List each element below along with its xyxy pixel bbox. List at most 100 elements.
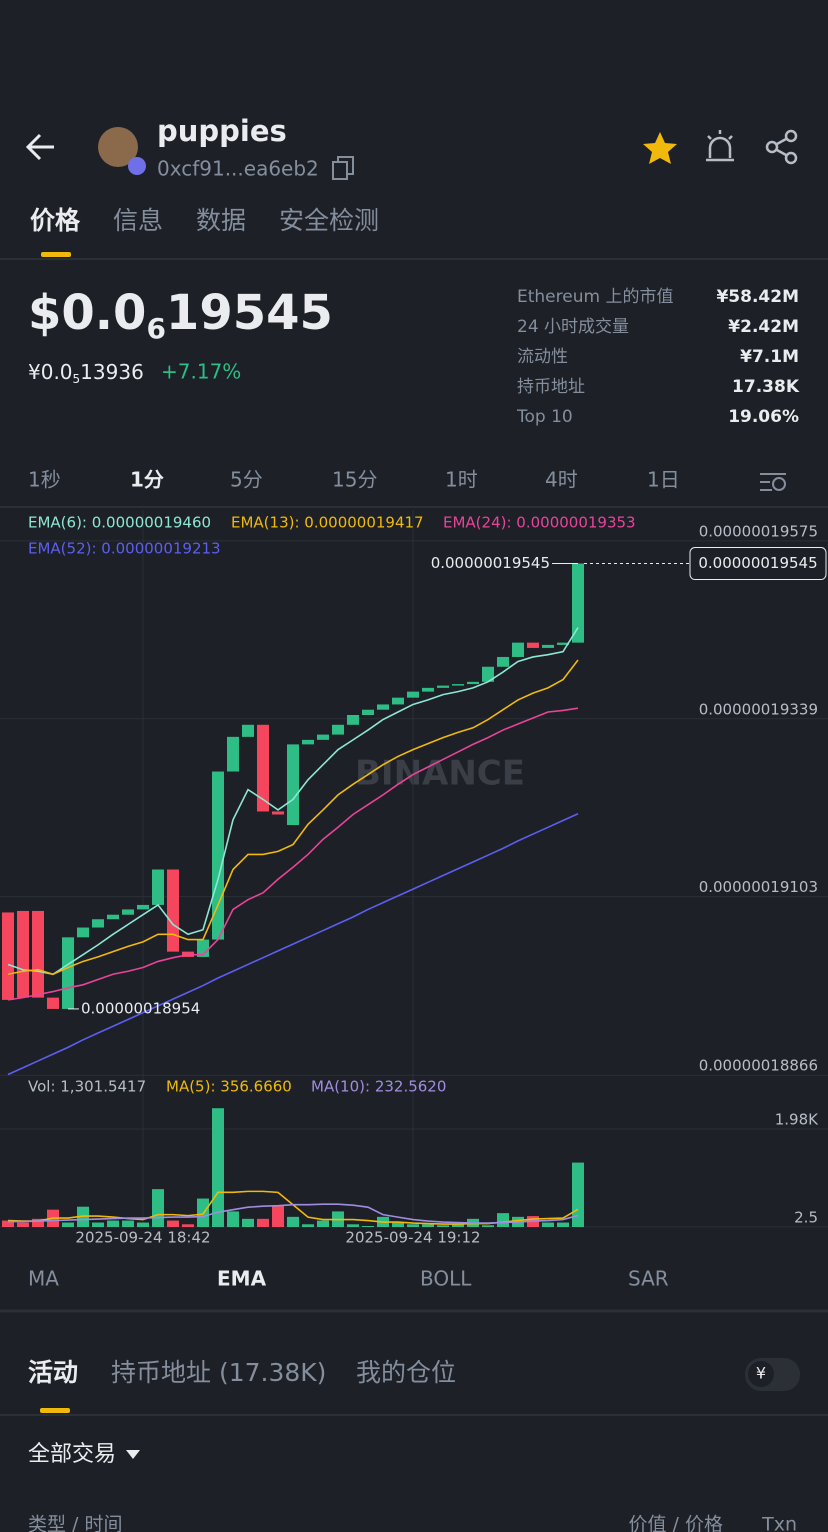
candle: [482, 666, 494, 682]
volume-bar: [437, 1225, 449, 1227]
volume-bar: [482, 1225, 494, 1227]
interval-tab[interactable]: 5分: [230, 468, 263, 492]
volume-bar: [272, 1205, 284, 1227]
token-avatar: [98, 127, 138, 167]
stat-value: 19.06%: [728, 407, 799, 427]
indicator-tab[interactable]: BOLL: [420, 1267, 472, 1291]
high-label: 0.00000019545: [431, 554, 550, 572]
volume-legend: Vol: 1,301.5417: [28, 1078, 146, 1096]
activity-tab[interactable]: 持币地址 (17.38K): [111, 1358, 326, 1387]
candle: [137, 904, 149, 910]
candle: [407, 691, 419, 698]
tab[interactable]: 安全检测: [279, 206, 379, 235]
back-button[interactable]: [25, 133, 54, 161]
copy-button[interactable]: [332, 156, 354, 180]
candle: [77, 927, 89, 938]
candle: [287, 744, 299, 826]
column-header: 类型 / 时间: [28, 1514, 122, 1532]
volume-bar: [317, 1220, 329, 1227]
interval-tab[interactable]: 1日: [647, 468, 680, 492]
candle: [152, 869, 164, 905]
legend-entry: EMA(52): 0.00000019213: [28, 540, 221, 558]
candle: [2, 912, 14, 1000]
candle: [302, 739, 314, 745]
dropdown-caret: [126, 1450, 140, 1459]
interval-tab[interactable]: 1分: [130, 468, 164, 492]
volume-tick-label: 2.5: [794, 1208, 818, 1226]
candle: [272, 811, 284, 815]
volume-bar: [212, 1108, 224, 1227]
volume-bar: [62, 1222, 74, 1227]
tab[interactable]: 数据: [196, 206, 246, 235]
candle: [572, 563, 584, 643]
tab-indicator: [41, 252, 71, 257]
ma-line: [8, 1203, 579, 1224]
indicator-tab[interactable]: SAR: [628, 1267, 669, 1291]
chart-settings-button[interactable]: [760, 473, 786, 491]
tab[interactable]: 信息: [113, 206, 163, 235]
volume-tick-label: 1.98K: [775, 1111, 819, 1129]
toggle-knob: [748, 1361, 774, 1387]
volume-bar: [167, 1220, 179, 1227]
low-label: 0.00000018954: [81, 999, 200, 1017]
candle: [557, 642, 569, 645]
volume-bar: [182, 1224, 194, 1227]
legend-entry: EMA(13): 0.00000019417: [231, 514, 424, 532]
candle: [437, 685, 449, 688]
volume-bar: [452, 1224, 464, 1227]
ema-line: [7, 707, 579, 1001]
candle: [47, 997, 59, 1009]
candle: [317, 734, 329, 740]
activity-tab[interactable]: 活动: [28, 1358, 78, 1387]
interval-tab[interactable]: 15分: [332, 468, 377, 492]
filter-dropdown[interactable]: 全部交易: [28, 1442, 116, 1467]
indicator-tab[interactable]: EMA: [217, 1267, 267, 1291]
x-tick-label: 2025-09-24 19:12: [345, 1229, 480, 1247]
candle: [242, 724, 254, 737]
candle: [452, 684, 464, 686]
candle: [17, 910, 29, 998]
volume-bar: [92, 1222, 104, 1227]
stat-value: ¥2.42M: [728, 317, 799, 337]
candle: [392, 697, 404, 705]
volume-bar: [287, 1216, 299, 1227]
volume-bar: [242, 1218, 254, 1227]
price-cny: ¥0.0513936: [28, 360, 144, 386]
candle: [62, 937, 74, 1009]
interval-tab[interactable]: 1时: [445, 468, 478, 492]
candle: [32, 910, 44, 998]
candle: [527, 642, 539, 648]
token-address: 0xcf91...ea6eb2: [157, 157, 319, 181]
candle: [122, 909, 134, 915]
candle: [257, 724, 269, 812]
token-name: puppies: [157, 114, 287, 148]
interval-tab[interactable]: 1秒: [28, 468, 61, 492]
alert-button[interactable]: [706, 130, 734, 162]
legend-entry: MA(5): 356.6660: [166, 1078, 292, 1096]
candle: [377, 704, 389, 710]
candle: [512, 642, 524, 657]
tab[interactable]: 价格: [30, 206, 81, 235]
indicator-tab[interactable]: MA: [28, 1267, 59, 1291]
volume-bar: [362, 1226, 374, 1227]
candle: [347, 714, 359, 725]
stat-label: Ethereum 上的市值: [517, 287, 673, 307]
volume-bar: [557, 1222, 569, 1227]
watermark: BINANCE: [355, 754, 525, 794]
candle: [167, 869, 179, 952]
share-button[interactable]: [765, 129, 798, 165]
interval-tab[interactable]: 4时: [545, 468, 578, 492]
activity-tab[interactable]: 我的仓位: [356, 1358, 456, 1387]
y-tick-label: 0.00000019103: [699, 878, 818, 896]
column-header: Txn: [761, 1514, 797, 1532]
favorite-button[interactable]: [643, 132, 677, 164]
stat-value: 17.38K: [732, 377, 800, 397]
stat-label: Top 10: [516, 407, 573, 427]
last-price-label: 0.00000019545: [698, 554, 817, 572]
y-tick-label: 0.00000019575: [699, 522, 818, 540]
legend-entry: MA(10): 232.5620: [311, 1078, 446, 1096]
stat-label: 流动性: [517, 347, 568, 367]
candle: [227, 736, 239, 772]
price-usd: $0.0619545: [28, 285, 333, 345]
